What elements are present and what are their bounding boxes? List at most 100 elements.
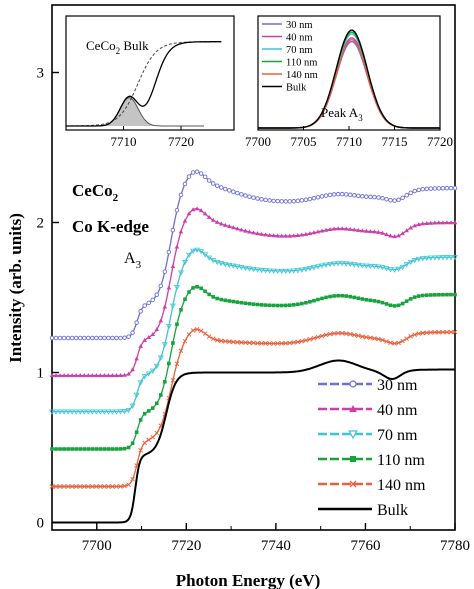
series-point bbox=[399, 264, 406, 271]
series-point bbox=[343, 192, 349, 197]
series-point bbox=[49, 373, 55, 378]
series-point bbox=[275, 341, 280, 346]
series-point bbox=[146, 409, 151, 413]
series-point bbox=[134, 320, 139, 325]
series-point bbox=[416, 331, 422, 336]
series-point bbox=[388, 340, 393, 346]
series-point bbox=[335, 226, 341, 231]
series-point bbox=[448, 185, 454, 191]
series-point bbox=[239, 192, 244, 197]
series-point bbox=[424, 293, 429, 297]
series-point bbox=[186, 211, 192, 216]
legend-label: 70 nm bbox=[377, 427, 418, 444]
inset-series-bulk bbox=[258, 29, 440, 129]
series-point bbox=[210, 336, 216, 342]
series-point bbox=[271, 233, 276, 238]
series-point bbox=[186, 174, 192, 179]
series-point bbox=[347, 192, 353, 198]
series-point bbox=[375, 264, 382, 270]
series-point bbox=[323, 227, 329, 232]
series-point bbox=[376, 299, 381, 304]
series-point bbox=[331, 331, 337, 336]
series-point bbox=[114, 335, 119, 341]
series-point bbox=[404, 228, 409, 233]
series-point bbox=[251, 302, 256, 306]
series-point bbox=[444, 329, 450, 335]
series-point bbox=[202, 252, 209, 258]
inset-left-title-text: CeCo bbox=[86, 38, 116, 53]
series-point bbox=[190, 207, 196, 212]
inset-series-line bbox=[258, 29, 440, 129]
series-point bbox=[238, 265, 245, 271]
series-point bbox=[278, 268, 285, 275]
series-point bbox=[85, 484, 91, 489]
series-point bbox=[308, 299, 312, 304]
series-point bbox=[420, 330, 426, 336]
inset-legend-entry: 70 nm bbox=[262, 45, 313, 56]
series-point bbox=[102, 484, 107, 489]
series-point bbox=[431, 255, 438, 261]
series-point bbox=[298, 267, 305, 273]
series-point bbox=[436, 186, 442, 191]
series-point bbox=[198, 208, 204, 213]
series-point bbox=[286, 268, 293, 274]
series-point bbox=[429, 293, 433, 297]
series-point bbox=[117, 409, 124, 415]
series-point bbox=[126, 334, 131, 339]
series-point bbox=[347, 331, 353, 337]
series-point bbox=[250, 266, 257, 273]
series-point bbox=[234, 264, 241, 270]
series-point bbox=[235, 339, 240, 345]
series-point bbox=[110, 484, 115, 489]
series-point bbox=[231, 225, 236, 230]
y-tick-label: 2 bbox=[37, 216, 45, 232]
series-point bbox=[49, 409, 55, 415]
legend-marker bbox=[349, 380, 357, 388]
series-point bbox=[440, 329, 446, 335]
series-point bbox=[94, 373, 99, 378]
series-point bbox=[432, 330, 438, 335]
series-line bbox=[52, 359, 455, 524]
series-point bbox=[77, 373, 83, 378]
series-point bbox=[243, 228, 248, 233]
series-point bbox=[335, 330, 341, 336]
series-point bbox=[182, 338, 188, 344]
series-point bbox=[81, 373, 87, 378]
series-point bbox=[78, 447, 83, 451]
series-point bbox=[122, 446, 127, 451]
series-point bbox=[69, 373, 75, 378]
inset-left-peak-fill bbox=[66, 97, 204, 126]
series-point bbox=[101, 409, 108, 415]
series-point bbox=[94, 447, 99, 451]
series-point bbox=[348, 294, 353, 299]
series-point bbox=[303, 231, 309, 236]
series-point bbox=[81, 335, 87, 341]
series-point bbox=[327, 261, 334, 268]
series-point bbox=[412, 332, 418, 337]
series-point bbox=[364, 194, 369, 199]
series-point bbox=[178, 348, 184, 354]
series-point bbox=[368, 335, 373, 341]
series-point bbox=[304, 300, 308, 305]
series-point bbox=[190, 328, 196, 333]
series-point bbox=[231, 299, 236, 304]
series-point bbox=[210, 217, 216, 222]
series-point bbox=[360, 194, 365, 199]
series-point bbox=[352, 295, 357, 300]
series-point bbox=[351, 332, 357, 338]
series-point bbox=[307, 196, 313, 202]
series-point bbox=[376, 229, 381, 234]
series-point bbox=[130, 330, 135, 335]
series-point bbox=[292, 303, 296, 307]
series-point bbox=[150, 406, 155, 410]
series-point bbox=[215, 296, 220, 301]
series-point bbox=[134, 430, 139, 435]
series-point bbox=[138, 448, 143, 453]
series-point bbox=[239, 227, 244, 232]
series-point bbox=[448, 329, 454, 335]
series-point bbox=[336, 293, 340, 298]
series-point bbox=[266, 268, 273, 274]
series-point bbox=[162, 304, 168, 309]
series-point bbox=[320, 296, 324, 301]
series-point bbox=[251, 340, 256, 346]
